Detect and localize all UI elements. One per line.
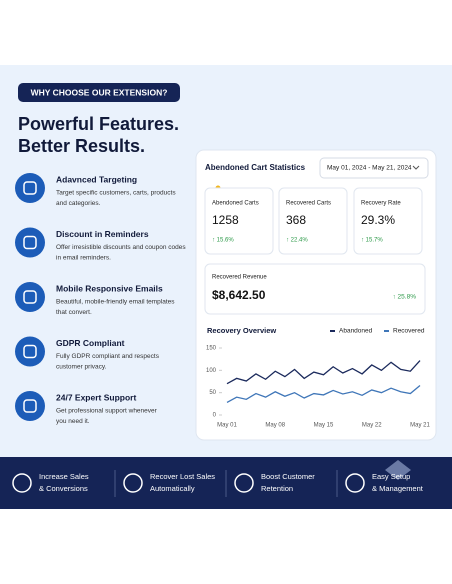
dropdown-arrow xyxy=(412,165,420,170)
feature-description: Get professional support whenever xyxy=(56,408,158,415)
feature-title: 24/7 Expert Support xyxy=(56,392,136,402)
feature-description: Target specific customers, carts, produc… xyxy=(56,190,176,197)
feature-glyph xyxy=(23,399,37,413)
x-tick-label: May 08 xyxy=(265,423,285,429)
feature-glyph xyxy=(23,181,37,195)
benefit-icon xyxy=(234,473,254,493)
feature-description: Offer irresistible discounts and coupon … xyxy=(56,244,186,251)
x-tick-label: May 21 xyxy=(410,423,430,429)
line-series xyxy=(226,385,421,404)
feature-title: Discount in Reminders xyxy=(56,229,149,239)
chart-title: Recovery Overview xyxy=(207,326,276,335)
revenue-label: Recovered Revenue xyxy=(212,275,267,281)
feature-description: Fully GDPR compliant and respects xyxy=(56,353,160,360)
benefit-text: & Conversions xyxy=(39,484,88,493)
feature-glyph xyxy=(23,290,37,304)
feature-icon xyxy=(15,173,45,203)
decoration xyxy=(385,460,411,480)
stat-value: 29.3% xyxy=(361,213,395,227)
feature-title: Mobile Responsive Emails xyxy=(56,283,163,293)
date-picker[interactable] xyxy=(319,157,429,179)
feature-description: customer privacy. xyxy=(56,364,107,371)
revenue-value: $8,642.50 xyxy=(212,288,266,302)
benefit-text: Retention xyxy=(261,484,293,493)
feature-icon xyxy=(15,227,45,258)
heading: Better Results. xyxy=(18,136,145,156)
line-series xyxy=(226,360,421,385)
y-tick-label: 50 xyxy=(209,390,216,396)
benefit-text: Automatically xyxy=(150,484,195,493)
benefit-icon xyxy=(345,473,365,493)
y-tick-label: 100 xyxy=(206,368,217,374)
heading: Powerful Features. xyxy=(18,114,179,134)
feature-description: Beautiful, mobile-friendly email templat… xyxy=(56,299,175,306)
x-tick-label: May 22 xyxy=(362,423,382,429)
benefit-text: Boost Customer xyxy=(261,472,315,481)
x-tick-label: May 01 xyxy=(217,423,237,429)
stat-change: ↑ 22.4% xyxy=(286,238,308,244)
stat-change: ↑ 15.7% xyxy=(361,238,383,244)
stat-card xyxy=(278,187,348,255)
stat-card xyxy=(204,187,274,255)
feature-description: and categories. xyxy=(56,200,101,207)
legend-label: Abandoned xyxy=(339,328,373,335)
feature-glyph xyxy=(23,344,37,359)
feature-title: Adavnced Targeting xyxy=(56,174,137,184)
benefit-icon xyxy=(12,473,32,493)
feature-icon xyxy=(15,282,45,312)
feature-title: GDPR Compliant xyxy=(56,338,125,348)
badge: WHY CHOOSE OUR EXTENSION? xyxy=(31,87,168,97)
feature-description: in email reminders. xyxy=(56,255,111,262)
y-tick-label: 0 xyxy=(213,413,217,419)
stat-label: Recovery Rate xyxy=(361,201,401,207)
benefit-text: & Management xyxy=(372,484,424,493)
feature-icon xyxy=(15,391,45,421)
stat-card xyxy=(353,187,423,255)
feature-description: that convert. xyxy=(56,309,92,316)
feature-glyph xyxy=(23,235,37,250)
stat-label: Abendoned Carts xyxy=(212,201,259,207)
benefit-text: Recover Lost Sales xyxy=(150,472,215,481)
stat-value: 1258 xyxy=(212,213,239,227)
stat-value: 368 xyxy=(286,213,306,227)
revenue-change: ↑ 25.8% xyxy=(393,294,417,301)
legend-label: Recovered xyxy=(393,328,425,335)
benefit-icon xyxy=(123,473,143,493)
dashboard-title: Abendoned Cart Statistics xyxy=(205,163,306,172)
benefit-text: Easy Setup xyxy=(372,472,410,481)
benefit-text: Increase Sales xyxy=(39,472,89,481)
feature-description: you need it. xyxy=(56,418,90,425)
stat-label: Recovered Carts xyxy=(286,201,331,207)
y-tick-label: 150 xyxy=(206,346,217,352)
feature-icon xyxy=(15,336,45,367)
stat-change: ↑ 15.6% xyxy=(212,238,234,244)
x-tick-label: May 15 xyxy=(314,423,334,429)
badge-bg xyxy=(18,83,180,102)
date-range: May 01, 2024 - May 21, 2024 xyxy=(327,165,412,172)
revenue-card xyxy=(204,263,426,315)
